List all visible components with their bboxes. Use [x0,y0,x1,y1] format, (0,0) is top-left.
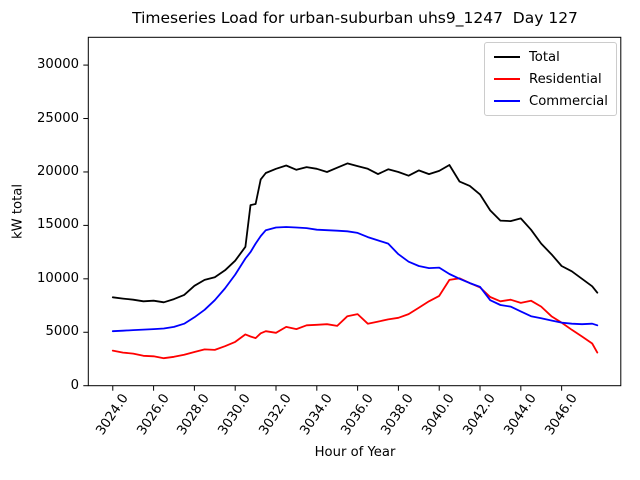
series-line-residential [111,277,599,360]
legend-line-swatch-residential [494,78,520,80]
plot-border [87,36,622,387]
chart-title: Timeseries Load for urban-suburban uhs9_… [132,9,578,27]
y-tick-label: 30000 [37,57,79,73]
legend-item-total: Total [494,49,607,65]
legend-label: Commercial [529,93,608,109]
series-line-commercial [111,226,599,333]
legend-item-residential: Residential [494,71,607,87]
legend-line-swatch-commercial [494,100,520,102]
y-tick-label: 15000 [37,217,79,233]
y-tick-label: 0 [70,377,79,393]
y-tick-label: 20000 [37,163,79,179]
y-tick-label: 25000 [37,110,79,126]
legend-item-commercial: Commercial [494,93,608,109]
y-tick-label: 10000 [37,270,79,286]
y-tick-label: 5000 [45,324,79,340]
legend: Total Residential Commercial [484,42,617,116]
y-axis-label: kW total [10,183,26,240]
legend-line-swatch-total [494,56,520,58]
series-line-total [111,162,599,304]
legend-label: Total [529,49,560,65]
x-axis-label: Hour of Year [314,445,396,460]
legend-label: Residential [529,71,602,87]
